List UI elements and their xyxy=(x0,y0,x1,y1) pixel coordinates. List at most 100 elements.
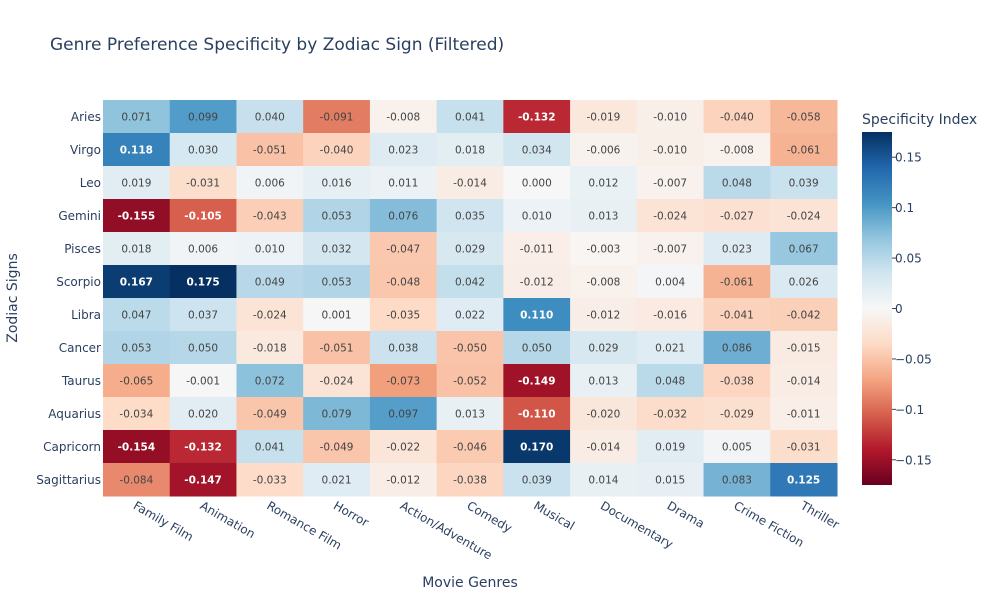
cell-value-label: -0.040 xyxy=(720,112,754,124)
cell-value-label: -0.012 xyxy=(386,475,420,487)
heatmap-cell-cancer-drama xyxy=(636,331,705,365)
heatmap-cell-leo-musical xyxy=(503,166,571,200)
cell-value-label: 0.076 xyxy=(388,211,418,223)
colorbar-ticks: 0.15 0.1 0.05 0 −0.05 −0.1 −0.15 xyxy=(892,151,932,467)
heatmap-cell-pisces-thriller xyxy=(770,232,838,266)
heatmap-cell-cancer-animation xyxy=(169,331,237,365)
cell-value-label: -0.010 xyxy=(653,145,687,157)
colorbar xyxy=(862,132,892,485)
heatmap-cell-scorpio-action-adventure xyxy=(369,265,438,299)
heatmap-cell-libra-family-film xyxy=(103,298,171,332)
heatmap-cell-leo-romance-film xyxy=(236,166,304,200)
heatmap-cell-scorpio-thriller xyxy=(770,265,838,299)
x-axis-title: Movie Genres xyxy=(422,575,518,591)
heatmap-cell-scorpio-comedy xyxy=(436,265,504,299)
heatmap-cell-capricorn-drama xyxy=(636,430,705,464)
cell-value-label: 0.019 xyxy=(121,178,151,190)
x-tick-label: Comedy xyxy=(465,498,515,535)
cell-value-label: -0.038 xyxy=(720,376,754,388)
heatmap-cell-capricorn-romance-film xyxy=(236,430,304,464)
heatmap-cell-scorpio-animation xyxy=(169,265,237,299)
heatmap-cell-pisces-romance-film xyxy=(236,232,304,266)
cell-value-label: -0.091 xyxy=(320,112,354,124)
heatmap-cell-aquarius-thriller xyxy=(770,397,838,431)
heatmap-cell-sagittarius-action-adventure xyxy=(369,463,438,497)
cell-value-label: -0.051 xyxy=(320,343,354,355)
cell-value-label: -0.014 xyxy=(587,442,621,454)
cell-value-label: 0.079 xyxy=(322,409,352,421)
heatmap-cell-capricorn-animation xyxy=(169,430,237,464)
heatmap-cell-sagittarius-thriller xyxy=(770,463,838,497)
y-axis-title: Zodiac Signs xyxy=(5,253,21,343)
x-tick-label: Animation xyxy=(198,498,258,541)
heatmap-cell-scorpio-drama xyxy=(636,265,705,299)
heatmap-cell-taurus-family-film xyxy=(103,364,171,398)
heatmap-cell-aquarius-romance-film xyxy=(236,397,304,431)
y-axis-ticks: Aries Virgo Leo Gemini Pisces Scorpio Libra Can… xyxy=(36,110,101,487)
heatmap-cell-pisces-action-adventure xyxy=(369,232,438,266)
heatmap-cell-aquarius-animation xyxy=(169,397,237,431)
heatmap-cell-virgo-documentary xyxy=(570,133,638,167)
heatmap-cell-virgo-family-film xyxy=(103,133,171,167)
cell-value-label: 0.125 xyxy=(787,475,820,487)
heatmap-cell-libra-romance-film xyxy=(236,298,304,332)
cell-value-label: -0.011 xyxy=(787,409,821,421)
heatmap-cell-sagittarius-family-film xyxy=(103,463,171,497)
heatmap-cell-leo-animation xyxy=(169,166,237,200)
cell-value-label: -0.016 xyxy=(653,310,687,322)
heatmap-cell-gemini-action-adventure xyxy=(369,199,438,233)
cell-value-label: 0.006 xyxy=(255,178,285,190)
heatmap-cell-taurus-romance-film xyxy=(236,364,304,398)
cell-value-label: 0.083 xyxy=(722,475,752,487)
heatmap-cell-capricorn-horror xyxy=(303,430,371,464)
cell-value-label: 0.053 xyxy=(322,211,352,223)
cell-value-label: 0.020 xyxy=(188,409,218,421)
cell-value-label: 0.039 xyxy=(522,475,552,487)
heatmap-cell-taurus-animation xyxy=(169,364,237,398)
heatmap-cell-gemini-crime-fiction xyxy=(703,199,771,233)
cell-value-label: -0.019 xyxy=(587,112,621,124)
cell-value-label: 0.072 xyxy=(255,376,285,388)
y-tick-label: Gemini xyxy=(58,209,101,223)
cell-value-label: -0.061 xyxy=(787,145,821,157)
heatmap-cell-aquarius-horror xyxy=(303,397,371,431)
heatmap-cell-cancer-romance-film xyxy=(236,331,304,365)
heatmap-cell-pisces-crime-fiction xyxy=(703,232,771,266)
heatmap-cell-libra-drama xyxy=(636,298,705,332)
cell-value-label: 0.071 xyxy=(121,112,151,124)
cell-value-label: 0.026 xyxy=(789,277,819,289)
heatmap-cell-capricorn-musical xyxy=(503,430,571,464)
heatmap-cell-sagittarius-comedy xyxy=(436,463,504,497)
heatmap-cell-libra-comedy xyxy=(436,298,504,332)
cell-value-label: 0.175 xyxy=(186,277,219,289)
heatmap-cell-gemini-documentary xyxy=(570,199,638,233)
heatmap-cell-libra-thriller xyxy=(770,298,838,332)
cell-value-label: 0.067 xyxy=(789,244,819,256)
cell-value-label: 0.019 xyxy=(655,442,685,454)
cell-value-label: -0.032 xyxy=(653,409,687,421)
colorbar-tick-label: −0.15 xyxy=(895,453,932,467)
cell-value-label: -0.042 xyxy=(787,310,821,322)
heatmap-cell-libra-crime-fiction xyxy=(703,298,771,332)
heatmap-cell-pisces-drama xyxy=(636,232,705,266)
cell-value-label: -0.008 xyxy=(720,145,754,157)
heatmap-cell-capricorn-family-film xyxy=(103,430,171,464)
cell-value-label: -0.132 xyxy=(518,112,556,124)
heatmap-cell-aries-crime-fiction xyxy=(703,100,771,134)
cell-value-label: 0.048 xyxy=(655,376,685,388)
cell-value-label: 0.053 xyxy=(322,277,352,289)
heatmap-cell-sagittarius-documentary xyxy=(570,463,638,497)
heatmap-cell-capricorn-comedy xyxy=(436,430,504,464)
heatmap-cell-scorpio-horror xyxy=(303,265,371,299)
cell-value-label: 0.037 xyxy=(188,310,218,322)
cell-value-label: -0.006 xyxy=(587,145,621,157)
cell-value-label: -0.024 xyxy=(253,310,287,322)
heatmap-cell-scorpio-crime-fiction xyxy=(703,265,771,299)
heatmap-cell-libra-musical xyxy=(503,298,571,332)
cell-value-label: -0.012 xyxy=(520,277,554,289)
heatmap-cell-aquarius-action-adventure xyxy=(369,397,438,431)
cell-value-label: -0.011 xyxy=(520,244,554,256)
y-tick-label: Aquarius xyxy=(48,407,101,421)
heatmap-cell-leo-thriller xyxy=(770,166,838,200)
heatmap-cell-pisces-musical xyxy=(503,232,571,266)
